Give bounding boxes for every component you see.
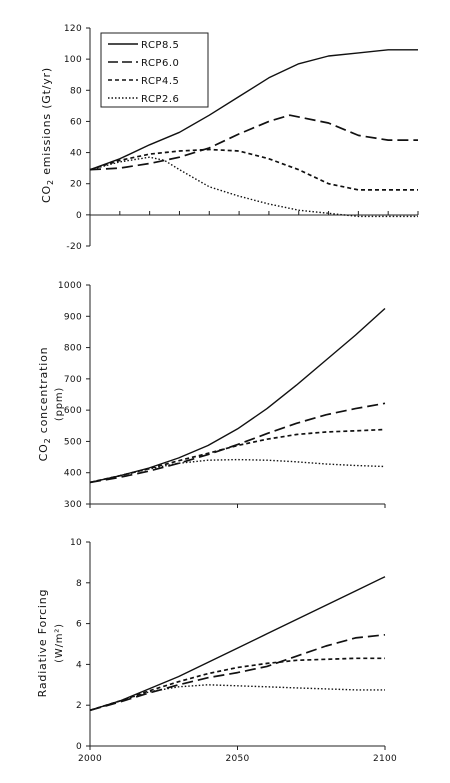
y-tick-label: 6 [76, 620, 82, 630]
y-tick-label: 2 [76, 701, 82, 711]
y-tick-label: 400 [64, 469, 82, 479]
emissions-x-ticks [89, 211, 419, 215]
y-tick-label: 10 [70, 538, 82, 548]
concentration-panel: 300 400 500 600 700 800 900 1000 CO2 concentrat… [37, 281, 386, 510]
y-tick-label: 60 [70, 117, 82, 127]
legend: RCP8.5 RCP6.0 RCP4.5 RCP2.6 [100, 32, 209, 108]
concentration-y-axis-label: CO2 concentration [37, 347, 52, 462]
y-tick-label: 20 [70, 180, 82, 190]
series-line-rcp85 [89, 576, 386, 711]
x-tick-label: 2100 [373, 754, 397, 764]
y-tick-label: 4 [76, 660, 82, 670]
y-tick-label: 8 [76, 579, 82, 589]
series-line-rcp45 [89, 428, 386, 484]
series-line-rcp26 [89, 458, 386, 484]
y-tick-label: 80 [70, 86, 82, 96]
emissions-y-ticks: -20 0 20 40 60 80 100 120 [64, 24, 90, 252]
y-tick-label: 120 [64, 24, 82, 34]
series-line-rcp26 [89, 684, 385, 711]
forcing-y-ticks: 0 2 4 6 8 10 [70, 538, 90, 752]
x-tick-label: 2000 [78, 754, 102, 764]
legend-label-rcp85: RCP8.5 [141, 40, 179, 51]
forcing-y-axis-label: Radiative Forcing [36, 589, 49, 698]
concentration-y-axis-unit: (ppm) [54, 387, 65, 421]
forcing-y-axis-unit: (W/m²) [54, 623, 65, 663]
emissions-series [89, 49, 418, 218]
y-tick-label: 600 [64, 406, 82, 416]
series-line-rcp85 [89, 49, 418, 171]
emissions-y-axis-label: CO2 emissions (Gt/yr) [40, 67, 55, 203]
y-tick-label: 100 [64, 55, 82, 65]
y-tick-label: 700 [64, 375, 82, 385]
emissions-panel: -20 0 20 40 60 80 100 120 CO2 emissions (Gt/yr)… [40, 24, 419, 252]
y-tick-label: 1000 [58, 281, 82, 291]
forcing-panel: 0 2 4 6 8 10 2000 2050 2100 Radiative Forcing (… [36, 538, 397, 764]
forcing-series [89, 576, 386, 712]
legend-label-rcp45: RCP4.5 [141, 76, 179, 87]
legend-label-rcp26: RCP2.6 [141, 94, 179, 105]
series-line-rcp60 [89, 633, 386, 712]
y-tick-label: 800 [64, 344, 82, 354]
forcing-x-ticks: 2000 2050 2100 [78, 746, 397, 764]
series-line-rcp45 [89, 657, 385, 712]
concentration-series [89, 307, 386, 484]
concentration-x-ticks [89, 504, 386, 508]
y-tick-label: 0 [76, 211, 82, 221]
concentration-y-ticks: 300 400 500 600 700 800 900 1000 [58, 281, 90, 510]
y-tick-label: 500 [64, 437, 82, 447]
y-tick-label: 300 [64, 500, 82, 510]
legend-label-rcp60: RCP6.0 [141, 58, 179, 69]
x-tick-label: 2050 [225, 754, 249, 764]
series-line-rcp85 [89, 307, 386, 484]
y-tick-label: -20 [66, 242, 82, 252]
y-tick-label: 40 [70, 149, 82, 159]
series-line-rcp60 [89, 114, 418, 171]
series-line-rcp45 [89, 148, 418, 191]
series-line-rcp26 [89, 156, 418, 218]
series-line-rcp60 [89, 402, 386, 484]
y-tick-label: 0 [76, 742, 82, 752]
y-tick-label: 900 [64, 312, 82, 322]
legend-box [100, 32, 209, 108]
